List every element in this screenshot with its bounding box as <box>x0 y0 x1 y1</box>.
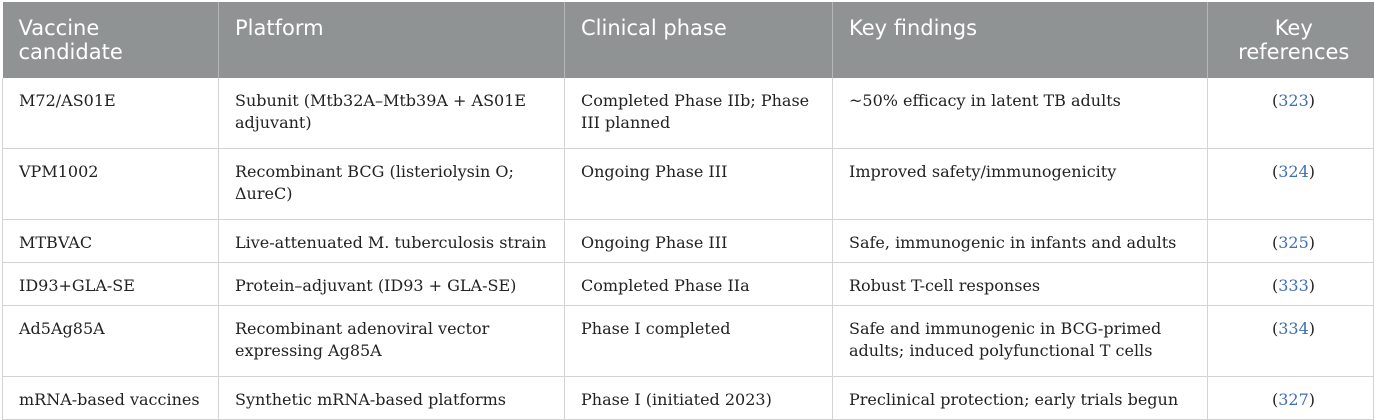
table-row: M72/AS01E Subunit (Mtb32A–Mtb39A + AS01E… <box>2 78 1374 149</box>
cell-phase: Ongoing Phase III <box>564 148 833 220</box>
cell-platform: Synthetic mRNA-based platforms <box>218 376 565 420</box>
table-row: MTBVAC Live-attenuated M. tuberculosis s… <box>2 219 1374 263</box>
header-platform: Platform <box>218 2 565 78</box>
cell-candidate: MTBVAC <box>2 219 219 263</box>
cell-platform: Recombinant adenoviral vector expressing… <box>218 305 565 377</box>
cell-reference: (333) <box>1207 262 1374 306</box>
cell-candidate: Ad5Ag85A <box>2 305 219 377</box>
cell-candidate: M72/AS01E <box>2 78 219 149</box>
cell-phase: Phase I (initiated 2023) <box>564 376 833 420</box>
reference-link[interactable]: 324 <box>1278 162 1309 181</box>
cell-candidate: ID93+GLA-SE <box>2 262 219 306</box>
table-row: Ad5Ag85A Recombinant adenoviral vector e… <box>2 305 1374 377</box>
cell-reference: (325) <box>1207 219 1374 263</box>
reference-link[interactable]: 333 <box>1278 276 1309 295</box>
cell-findings: ~50% efficacy in latent TB adults <box>832 78 1208 149</box>
cell-phase: Ongoing Phase III <box>564 219 833 263</box>
cell-phase: Phase I completed <box>564 305 833 377</box>
table-body: M72/AS01E Subunit (Mtb32A–Mtb39A + AS01E… <box>2 78 1374 420</box>
table-row: VPM1002 Recombinant BCG (listeriolysin O… <box>2 148 1374 220</box>
header-key-findings: Key findings <box>832 2 1208 78</box>
cell-platform: Live-attenuated M. tuberculosis strain <box>218 219 565 263</box>
reference-link[interactable]: 325 <box>1278 233 1309 252</box>
cell-platform: Subunit (Mtb32A–Mtb39A + AS01E adjuvant) <box>218 78 565 149</box>
header-clinical-phase: Clinical phase <box>564 2 833 78</box>
table-header: Vaccine candidate Platform Clinical phas… <box>2 2 1374 78</box>
cell-findings: Robust T-cell responses <box>832 262 1208 306</box>
cell-reference: (323) <box>1207 78 1374 149</box>
header-key-references: Key references <box>1207 2 1374 78</box>
cell-platform: Recombinant BCG (listeriolysin O; ΔureC) <box>218 148 565 220</box>
cell-candidate: mRNA-based vaccines <box>2 376 219 420</box>
reference-link[interactable]: 323 <box>1278 91 1309 110</box>
header-vaccine-candidate: Vaccine candidate <box>2 2 219 78</box>
cell-findings: Preclinical protection; early trials beg… <box>832 376 1208 420</box>
reference-link[interactable]: 334 <box>1278 319 1309 338</box>
cell-reference: (327) <box>1207 376 1374 420</box>
header-row: Vaccine candidate Platform Clinical phas… <box>2 2 1374 78</box>
cell-reference: (324) <box>1207 148 1374 220</box>
table-row: mRNA-based vaccines Synthetic mRNA-based… <box>2 376 1374 420</box>
cell-phase: Completed Phase IIa <box>564 262 833 306</box>
cell-platform: Protein–adjuvant (ID93 + GLA-SE) <box>218 262 565 306</box>
cell-findings: Safe, immunogenic in infants and adults <box>832 219 1208 263</box>
cell-candidate: VPM1002 <box>2 148 219 220</box>
cell-findings: Improved safety/immunogenicity <box>832 148 1208 220</box>
table-row: ID93+GLA-SE Protein–adjuvant (ID93 + GLA… <box>2 262 1374 306</box>
reference-link[interactable]: 327 <box>1278 390 1309 409</box>
cell-findings: Safe and immunogenic in BCG-primed adult… <box>832 305 1208 377</box>
cell-phase: Completed Phase IIb; Phase III planned <box>564 78 833 149</box>
cell-reference: (334) <box>1207 305 1374 377</box>
